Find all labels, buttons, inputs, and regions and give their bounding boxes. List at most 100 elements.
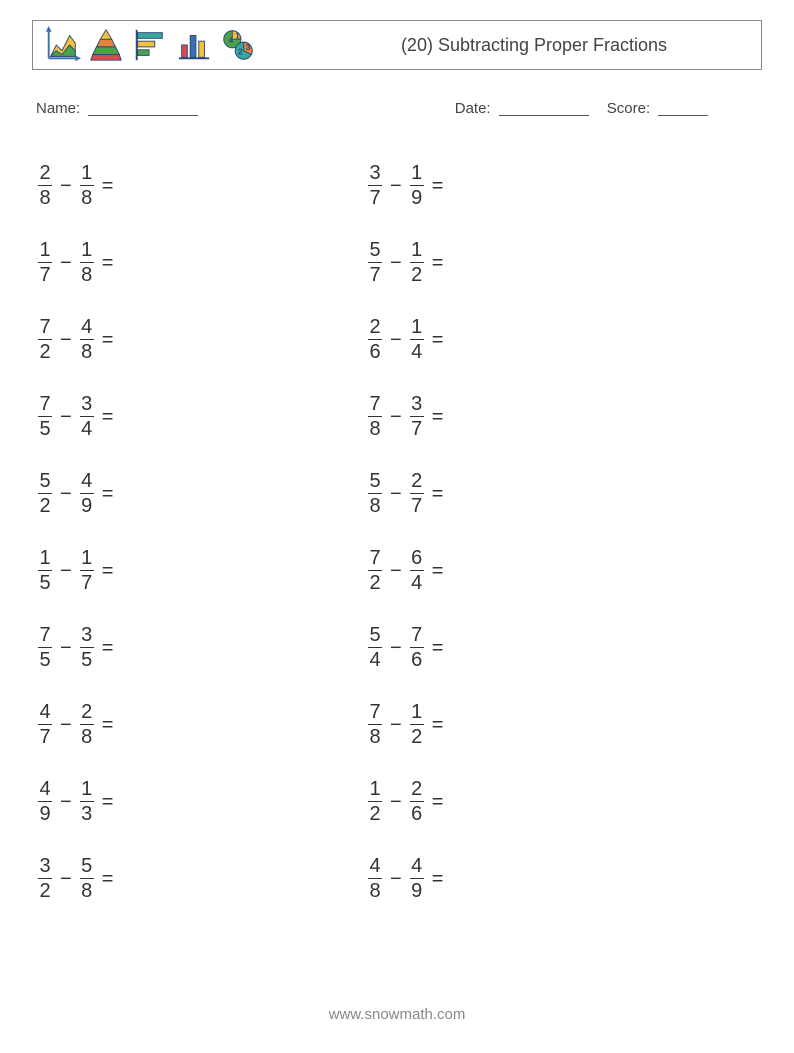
fraction: 75 <box>38 394 52 439</box>
fraction-denominator: 5 <box>80 647 94 670</box>
fraction-numerator: 5 <box>369 471 380 493</box>
minus-operator: − <box>382 329 410 352</box>
problem-row: 32−58= <box>38 840 368 917</box>
fraction-numerator: 4 <box>411 856 422 878</box>
fraction-numerator: 3 <box>369 163 380 185</box>
header-icons: 4 1 2 3 <box>43 26 257 64</box>
vbar-chart-icon <box>175 26 213 64</box>
fraction-numerator: 7 <box>39 317 50 339</box>
fraction-numerator: 5 <box>39 471 50 493</box>
fraction: 18 <box>80 163 94 208</box>
equals-sign: = <box>424 868 444 891</box>
fraction-denominator: 8 <box>80 878 94 901</box>
equals-sign: = <box>94 560 114 583</box>
fraction-denominator: 9 <box>410 878 424 901</box>
equals-sign: = <box>424 175 444 198</box>
fraction-denominator: 9 <box>80 493 94 516</box>
fraction-denominator: 7 <box>368 185 382 208</box>
equals-sign: = <box>94 175 114 198</box>
footer-text: www.snowmath.com <box>0 1006 794 1023</box>
equals-sign: = <box>424 637 444 660</box>
date-field: Date: <box>455 98 589 117</box>
fraction: 49 <box>38 779 52 824</box>
fraction-numerator: 2 <box>411 471 422 493</box>
fraction: 26 <box>368 317 382 362</box>
fraction: 26 <box>410 779 424 824</box>
date-blank[interactable] <box>499 101 589 116</box>
fraction-numerator: 3 <box>411 394 422 416</box>
score-blank[interactable] <box>658 101 708 116</box>
fraction-numerator: 4 <box>81 471 92 493</box>
problem-row: 37−19= <box>368 147 698 224</box>
minus-operator: − <box>52 868 80 891</box>
fraction: 17 <box>38 240 52 285</box>
fraction-numerator: 4 <box>81 317 92 339</box>
equals-sign: = <box>94 637 114 660</box>
equals-sign: = <box>424 406 444 429</box>
fraction: 17 <box>80 548 94 593</box>
fraction-numerator: 6 <box>411 548 422 570</box>
equals-sign: = <box>94 483 114 506</box>
problem-row: 26−14= <box>368 301 698 378</box>
problem-row: 72−48= <box>38 301 368 378</box>
worksheet-page: 4 1 2 3 (20) Subtracting Proper Fraction… <box>0 0 794 1053</box>
problem-row: 75−35= <box>38 609 368 686</box>
equals-sign: = <box>424 329 444 352</box>
fraction-numerator: 1 <box>411 163 422 185</box>
fraction-denominator: 4 <box>368 647 382 670</box>
minus-operator: − <box>52 714 80 737</box>
fraction-numerator: 1 <box>81 240 92 262</box>
fraction: 78 <box>368 394 382 439</box>
fraction-numerator: 4 <box>369 856 380 878</box>
fraction-numerator: 7 <box>369 702 380 724</box>
minus-operator: − <box>52 252 80 275</box>
fraction-numerator: 7 <box>369 394 380 416</box>
fraction-numerator: 2 <box>81 702 92 724</box>
fraction-numerator: 1 <box>39 548 50 570</box>
fraction: 28 <box>80 702 94 747</box>
fraction: 72 <box>38 317 52 362</box>
fraction: 13 <box>80 779 94 824</box>
fraction-numerator: 5 <box>369 240 380 262</box>
problem-row: 49−13= <box>38 763 368 840</box>
fraction-denominator: 2 <box>38 878 52 901</box>
name-blank[interactable] <box>88 101 198 116</box>
fraction: 12 <box>368 779 382 824</box>
fraction: 72 <box>368 548 382 593</box>
fraction-denominator: 5 <box>38 570 52 593</box>
fraction-numerator: 5 <box>81 856 92 878</box>
problem-row: 12−26= <box>368 763 698 840</box>
minus-operator: − <box>382 483 410 506</box>
fraction: 14 <box>410 317 424 362</box>
fraction-denominator: 2 <box>368 801 382 824</box>
minus-operator: − <box>382 637 410 660</box>
fraction-denominator: 5 <box>38 416 52 439</box>
fraction: 48 <box>80 317 94 362</box>
svg-text:3: 3 <box>246 42 251 52</box>
minus-operator: − <box>382 252 410 275</box>
fraction-denominator: 6 <box>410 801 424 824</box>
fraction: 49 <box>80 471 94 516</box>
minus-operator: − <box>52 483 80 506</box>
fraction: 28 <box>38 163 52 208</box>
problem-row: 47−28= <box>38 686 368 763</box>
fraction-numerator: 4 <box>39 702 50 724</box>
fraction-denominator: 7 <box>410 416 424 439</box>
fraction-denominator: 8 <box>368 416 382 439</box>
fraction: 12 <box>410 240 424 285</box>
fraction: 78 <box>368 702 382 747</box>
equals-sign: = <box>94 868 114 891</box>
fraction-numerator: 7 <box>411 625 422 647</box>
fraction-denominator: 7 <box>38 262 52 285</box>
fraction-denominator: 8 <box>80 262 94 285</box>
problem-row: 17−18= <box>38 224 368 301</box>
fraction-numerator: 3 <box>39 856 50 878</box>
equals-sign: = <box>424 714 444 737</box>
equals-sign: = <box>424 252 444 275</box>
fraction-denominator: 8 <box>80 724 94 747</box>
score-field: Score: <box>607 98 709 117</box>
problem-row: 52−49= <box>38 455 368 532</box>
fraction-denominator: 6 <box>410 647 424 670</box>
fraction: 76 <box>410 625 424 670</box>
minus-operator: − <box>382 791 410 814</box>
